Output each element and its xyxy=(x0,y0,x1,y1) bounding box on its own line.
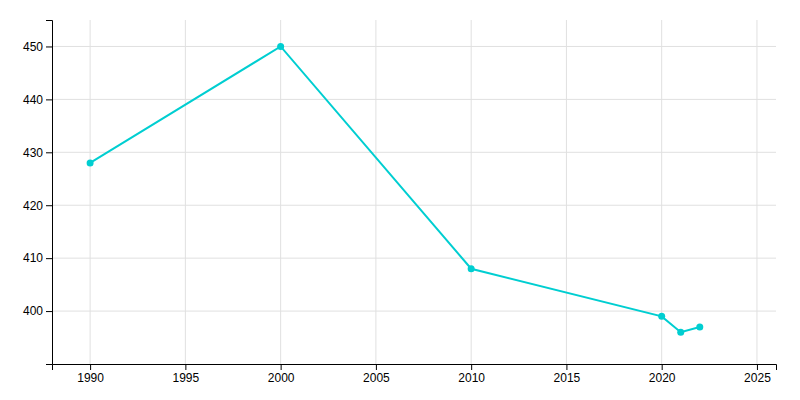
grid-line-y xyxy=(52,205,776,206)
chart: 1990 1995 2000 2005 2010 2015 2020 2025 400 410 42… xyxy=(0,0,800,400)
y-tick-label: 400 xyxy=(23,304,43,318)
x-tick-mark xyxy=(185,364,186,370)
y-tick-label: 410 xyxy=(23,251,43,265)
x-tick: 2000 xyxy=(268,364,295,385)
x-tick-label: 2015 xyxy=(554,371,581,385)
y-tick-mark xyxy=(46,46,52,47)
y-tick: 450 xyxy=(23,40,52,54)
marker xyxy=(277,43,284,50)
y-tick: 440 xyxy=(23,93,52,107)
y-axis-line xyxy=(46,21,53,365)
x-tick: 1990 xyxy=(77,364,104,385)
y-tick-label: 440 xyxy=(23,93,43,107)
y-tick-label: 420 xyxy=(23,199,43,213)
x-tick-label: 2020 xyxy=(649,371,676,385)
plot-area xyxy=(87,43,704,336)
y-tick-mark xyxy=(46,258,52,259)
y-tick-mark xyxy=(46,152,52,153)
grid-line-x xyxy=(90,20,91,364)
x-tick: 2015 xyxy=(554,364,581,385)
x-axis: 1990 1995 2000 2005 2010 2015 2020 2025 xyxy=(53,364,777,385)
y-tick-label: 450 xyxy=(23,40,43,54)
marker xyxy=(87,159,94,166)
y-tick: 420 xyxy=(23,199,52,213)
x-axis-line xyxy=(53,365,777,371)
grid-line-y xyxy=(52,99,776,100)
grid-line-y xyxy=(52,152,776,153)
x-tick: 2010 xyxy=(458,364,485,385)
x-tick-label: 1995 xyxy=(173,371,200,385)
x-tick: 2005 xyxy=(363,364,390,385)
x-tick-label: 2010 xyxy=(458,371,485,385)
grid-line-x xyxy=(185,20,186,364)
marker xyxy=(468,265,475,272)
grid-line-x xyxy=(375,20,376,364)
grid-line-y xyxy=(52,311,776,312)
marker xyxy=(658,313,665,320)
x-tick-label: 2005 xyxy=(363,371,390,385)
marker xyxy=(696,323,703,330)
grid-line-x xyxy=(471,20,472,364)
y-tick-label: 430 xyxy=(23,146,43,160)
grid-line-y xyxy=(52,258,776,259)
y-tick: 400 xyxy=(23,304,52,318)
y-tick: 430 xyxy=(23,146,52,160)
x-tick-mark xyxy=(662,364,663,370)
x-tick: 2020 xyxy=(649,364,676,385)
x-tick: 1995 xyxy=(173,364,200,385)
x-tick-mark xyxy=(376,364,377,370)
marker xyxy=(677,329,684,336)
y-tick-mark xyxy=(46,205,52,206)
x-tick-label: 1990 xyxy=(77,371,104,385)
x-tick-mark xyxy=(566,364,567,370)
line xyxy=(90,46,700,332)
grid-line-x xyxy=(280,20,281,364)
x-tick-mark xyxy=(281,364,282,370)
grid-line-x xyxy=(756,20,757,364)
x-tick-label: 2000 xyxy=(268,371,295,385)
y-tick-mark xyxy=(46,99,52,100)
grid-line-y xyxy=(52,46,776,47)
grid-line-x xyxy=(566,20,567,364)
y-axis: 400 410 420 430 440 450 xyxy=(23,21,53,365)
x-tick-mark xyxy=(757,364,758,370)
x-tick-mark xyxy=(471,364,472,370)
grid xyxy=(52,20,776,364)
x-tick-label: 2025 xyxy=(744,371,771,385)
x-tick: 2025 xyxy=(744,364,771,385)
y-tick: 410 xyxy=(23,251,52,265)
y-tick-mark xyxy=(46,311,52,312)
x-tick-mark xyxy=(90,364,91,370)
grid-line-x xyxy=(661,20,662,364)
